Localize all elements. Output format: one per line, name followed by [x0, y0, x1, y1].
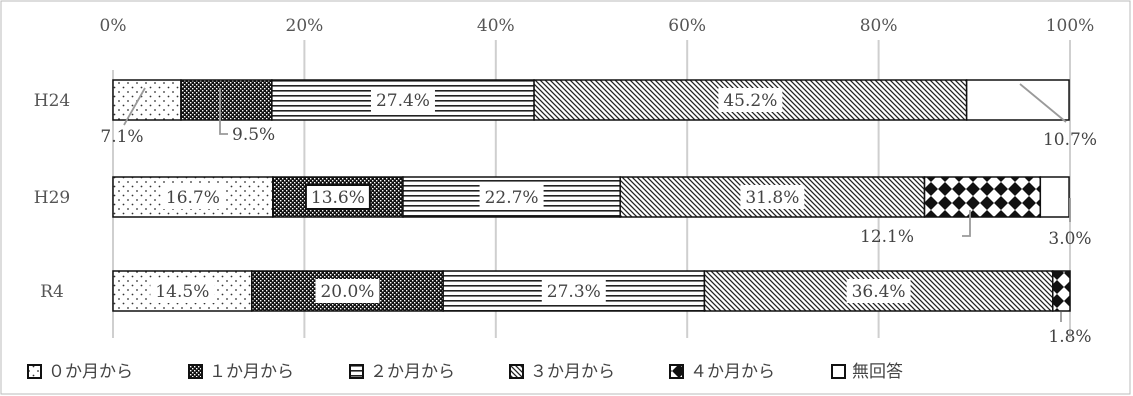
- bar-segment: [180, 79, 273, 121]
- leader-line: [962, 210, 971, 237]
- legend-swatch: [831, 364, 846, 379]
- data-label-box: [846, 279, 911, 303]
- legend-swatch: [509, 364, 524, 379]
- x-tick-label: 100%: [1046, 16, 1095, 36]
- data-label-box: [718, 88, 783, 112]
- legend-label: ４か月から: [690, 362, 775, 382]
- data-label: 7.1%: [100, 127, 143, 147]
- data-label-box: [150, 279, 215, 303]
- data-label-box: [304, 184, 371, 210]
- legend-label: 無回答: [852, 362, 903, 382]
- data-label: 31.8%: [745, 188, 799, 208]
- category-label: H24: [34, 91, 70, 111]
- x-tick-label: 60%: [668, 16, 706, 36]
- data-label-box: [315, 279, 380, 303]
- data-label-box: [541, 279, 606, 303]
- data-label: 20.0%: [320, 282, 374, 302]
- legend-label: ２か月から: [370, 362, 455, 382]
- data-label: 22.7%: [485, 188, 539, 208]
- data-label-box: [479, 185, 544, 209]
- leader-line: [123, 87, 146, 126]
- data-label: 3.0%: [1048, 229, 1091, 249]
- data-label: 36.4%: [852, 282, 906, 302]
- data-label-box: [370, 88, 435, 112]
- data-label-box: [740, 185, 805, 209]
- legend-swatch: [349, 364, 364, 379]
- leader-line: [1019, 83, 1067, 123]
- data-label: 27.3%: [547, 282, 601, 302]
- legend-swatch: [27, 364, 42, 379]
- data-label-box: [160, 185, 225, 209]
- bar-segment: [923, 176, 1042, 218]
- legend-label: ３か月から: [530, 362, 615, 382]
- legend-label: １か月から: [209, 362, 294, 382]
- bar-segment: [1039, 176, 1070, 218]
- x-tick-label: 0%: [100, 16, 127, 36]
- category-label: R4: [40, 282, 64, 302]
- x-tick-label: 40%: [477, 16, 515, 36]
- data-label: 10.7%: [1043, 130, 1097, 150]
- legend-swatch: [669, 364, 684, 379]
- category-label: H29: [34, 188, 70, 208]
- data-label: 14.5%: [155, 282, 209, 302]
- x-tick-label: 80%: [860, 16, 898, 36]
- bar-segment: [112, 79, 182, 121]
- data-label: 45.2%: [723, 91, 777, 111]
- legend-swatch: [188, 364, 203, 379]
- data-label: 13.6%: [311, 188, 365, 208]
- leader-line: [219, 88, 228, 135]
- data-label: 1.8%: [1048, 327, 1091, 347]
- legend-label: ０か月から: [48, 362, 133, 382]
- data-label: 9.5%: [232, 125, 275, 145]
- bar-segment: [1052, 270, 1071, 312]
- bar-segment: [965, 79, 1070, 121]
- data-label: 27.4%: [376, 91, 430, 111]
- data-label: 12.1%: [860, 227, 914, 247]
- data-label: 16.7%: [166, 188, 220, 208]
- x-tick-label: 20%: [286, 16, 324, 36]
